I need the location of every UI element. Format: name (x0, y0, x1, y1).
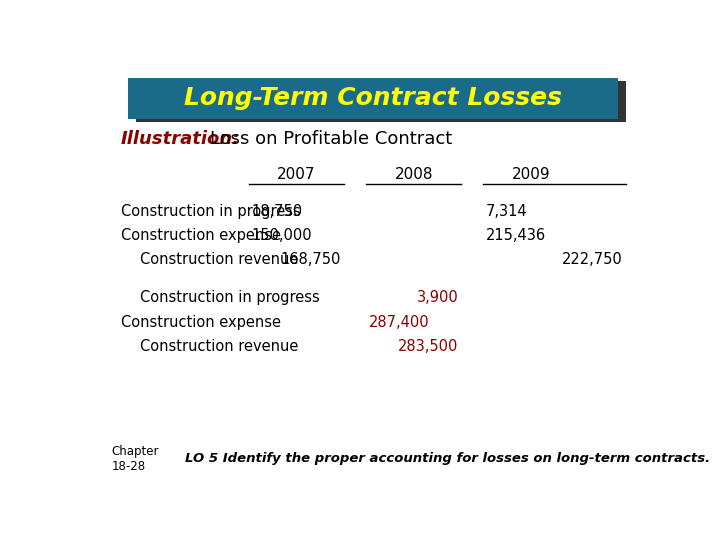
Text: Construction in progress: Construction in progress (140, 291, 320, 306)
FancyBboxPatch shape (136, 82, 626, 122)
Text: 168,750: 168,750 (281, 252, 341, 267)
Text: 18,750: 18,750 (252, 204, 303, 219)
Text: Chapter
18-28: Chapter 18-28 (111, 445, 158, 473)
FancyBboxPatch shape (128, 78, 618, 119)
Text: Construction revenue: Construction revenue (140, 252, 299, 267)
Text: 150,000: 150,000 (252, 228, 312, 243)
Text: 2009: 2009 (511, 167, 550, 182)
Text: Construction revenue: Construction revenue (140, 339, 299, 354)
Text: 287,400: 287,400 (369, 315, 430, 329)
Text: 222,750: 222,750 (562, 252, 623, 267)
Text: 2007: 2007 (277, 167, 315, 182)
Text: 7,314: 7,314 (486, 204, 528, 219)
Text: 283,500: 283,500 (398, 339, 459, 354)
Text: Construction expense: Construction expense (121, 315, 281, 329)
Text: Loss on Profitable Contract: Loss on Profitable Contract (210, 130, 452, 148)
Text: Construction in progress: Construction in progress (121, 204, 300, 219)
Text: LO 5 Identify the proper accounting for losses on long-term contracts.: LO 5 Identify the proper accounting for … (185, 453, 710, 465)
Text: 2008: 2008 (395, 167, 433, 182)
Text: Illustration:: Illustration: (121, 130, 240, 148)
Text: 215,436: 215,436 (486, 228, 546, 243)
Text: Construction expense: Construction expense (121, 228, 281, 243)
Text: 3,900: 3,900 (417, 291, 459, 306)
Text: Long-Term Contract Losses: Long-Term Contract Losses (184, 86, 562, 111)
